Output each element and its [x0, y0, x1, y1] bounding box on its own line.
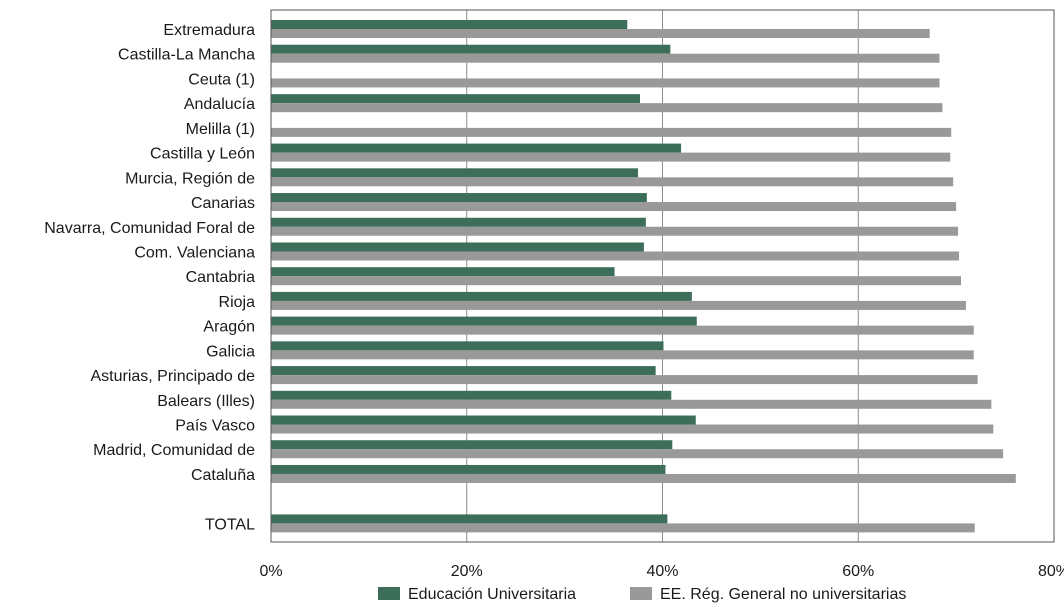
bar-ee-reg-general-no-universitarias-castilla-y-leon [271, 152, 951, 162]
category-label: Rioja [219, 294, 256, 311]
bar-ee-reg-general-no-universitarias-balears-illes [271, 399, 992, 409]
category-label: Asturias, Principado de [90, 368, 255, 385]
bar-ee-reg-general-no-universitarias-aragon [271, 325, 974, 335]
bar-educacion-universitaria-castilla-y-leon [271, 143, 682, 153]
category-label: Andalucía [184, 96, 255, 113]
bar-ee-reg-general-no-universitarias-galicia [271, 350, 974, 360]
bar-ee-reg-general-no-universitarias-murcia-region-de [271, 177, 954, 187]
bar-educacion-universitaria-andalucia [271, 94, 640, 104]
bar-educacion-universitaria-madrid-comunidad-de [271, 440, 673, 450]
plot-frame [270, 9, 1055, 543]
bar-educacion-universitaria-extremadura [271, 20, 628, 29]
category-label: Ceuta (1) [188, 71, 255, 88]
bar-educacion-universitaria-aragon [271, 316, 697, 326]
bar-educacion-universitaria-cantabria [271, 267, 615, 277]
bar-educacion-universitaria-castilla-la-mancha [271, 44, 671, 54]
bar-ee-reg-general-no-universitarias-asturias-principado-de [271, 375, 978, 385]
category-label: Castilla y León [150, 146, 255, 163]
legend: Educación Universitaria EE. Rég. General… [378, 586, 906, 603]
bar-ee-reg-general-no-universitarias-cataluna [271, 473, 1016, 483]
legend-swatch-educacion-universitaria [378, 587, 400, 600]
legend-label-ee-reg-general: EE. Rég. General no universitarias [660, 586, 906, 603]
bar-ee-reg-general-no-universitarias-total [271, 523, 975, 533]
bar-educacion-universitaria-pais-vasco [271, 415, 696, 425]
x-tick-label: 40% [646, 563, 678, 580]
x-tick-label: 60% [842, 563, 874, 580]
category-label: Cantabria [186, 269, 255, 286]
category-label: Madrid, Comunidad de [93, 442, 255, 459]
bar-ee-reg-general-no-universitarias-com-valenciana [271, 251, 960, 261]
category-label: Castilla-La Mancha [118, 47, 255, 64]
category-label: TOTAL [205, 516, 255, 533]
category-label: País Vasco [175, 418, 255, 435]
category-label: Extremadura [163, 22, 255, 39]
category-label: Com. Valenciana [134, 244, 255, 261]
bar-educacion-universitaria-balears-illes [271, 390, 672, 400]
bar-ee-reg-general-no-universitarias-andalucia [271, 103, 943, 113]
category-label: Cataluña [191, 467, 255, 484]
x-tick-label: 80% [1038, 563, 1064, 580]
category-label: Murcia, Región de [125, 170, 255, 187]
legend-label-educacion-universitaria: Educación Universitaria [408, 586, 576, 603]
bar-educacion-universitaria-asturias-principado-de [271, 366, 656, 376]
bar-ee-reg-general-no-universitarias-madrid-comunidad-de [271, 449, 1004, 459]
x-tick-label: 20% [451, 563, 483, 580]
bar-educacion-universitaria-navarra-comunidad-foral-de [271, 217, 646, 227]
bar-educacion-universitaria-galicia [271, 341, 664, 351]
category-label: Navarra, Comunidad Foral de [44, 220, 255, 237]
x-tick-labels: 0% 20% 40% 60% 80% [259, 563, 1064, 580]
x-tick-label: 0% [259, 563, 282, 580]
category-label: Galicia [206, 343, 255, 360]
bar-ee-reg-general-no-universitarias-ceuta-1 [271, 78, 940, 88]
bar-ee-reg-general-no-universitarias-navarra-comunidad-foral-de [271, 226, 959, 236]
bar-ee-reg-general-no-universitarias-melilla-1 [271, 127, 952, 137]
bar-ee-reg-general-no-universitarias-pais-vasco [271, 424, 994, 434]
bar-educacion-universitaria-cataluna [271, 464, 666, 474]
category-label: Balears (Illes) [157, 393, 255, 410]
category-label: Canarias [191, 195, 255, 212]
bar-ee-reg-general-no-universitarias-extremadura [271, 29, 930, 38]
category-label: Melilla (1) [186, 121, 255, 138]
bar-educacion-universitaria-canarias [271, 193, 647, 203]
bar-ee-reg-general-no-universitarias-rioja [271, 300, 966, 310]
legend-swatch-ee-reg-general [630, 587, 652, 600]
category-label: Aragón [203, 319, 255, 336]
bars [271, 20, 1016, 533]
bar-educacion-universitaria-murcia-region-de [271, 168, 639, 178]
bar-educacion-universitaria-total [271, 514, 668, 524]
bar-educacion-universitaria-com-valenciana [271, 242, 644, 252]
bar-ee-reg-general-no-universitarias-cantabria [271, 276, 962, 286]
category-labels: Extremadura Castilla-La Mancha Ceuta (1) An… [44, 22, 255, 533]
bar-ee-reg-general-no-universitarias-castilla-la-mancha [271, 53, 940, 63]
bar-ee-reg-general-no-universitarias-canarias [271, 202, 957, 212]
bar-educacion-universitaria-rioja [271, 291, 692, 301]
